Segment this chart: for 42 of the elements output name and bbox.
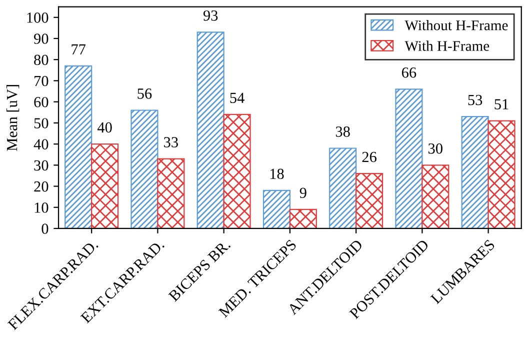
bar <box>395 88 423 228</box>
bar <box>329 148 357 228</box>
bar <box>64 65 92 228</box>
data-label: 9 <box>300 188 306 198</box>
data-label: 40 <box>97 122 112 133</box>
y-tick-label: 40 <box>34 139 48 150</box>
bar <box>157 158 185 228</box>
bar <box>130 110 158 228</box>
legend-label: With H-Frame <box>404 40 490 51</box>
bar <box>488 120 516 228</box>
y-tick-label: 80 <box>34 54 48 66</box>
data-label: 18 <box>270 168 284 180</box>
data-label: 30 <box>428 143 442 154</box>
y-tick-label: 0 <box>42 224 48 234</box>
bar <box>422 164 450 228</box>
y-tick-label: 100 <box>27 12 48 23</box>
data-label: 38 <box>336 126 350 137</box>
bar <box>196 32 224 228</box>
data-label: 66 <box>402 67 416 78</box>
y-tick-label: 30 <box>34 160 48 171</box>
data-label: 77 <box>72 44 86 54</box>
bar <box>91 143 119 228</box>
data-label: 54 <box>230 92 244 104</box>
y-tick-label: 20 <box>34 181 48 192</box>
y-tick-label: 60 <box>34 96 48 108</box>
legend-label: Without H-Frame <box>404 20 508 30</box>
data-label: 51 <box>494 99 508 110</box>
bar <box>461 116 489 228</box>
data-label: 93 <box>203 10 218 21</box>
y-tick-label: 10 <box>34 202 48 213</box>
data-label: 56 <box>138 88 152 99</box>
y-tick-label: 90 <box>34 34 48 44</box>
y-tick-label: 70 <box>34 76 48 86</box>
y-axis-title: Mean [uV] <box>6 85 20 151</box>
bar <box>289 208 317 228</box>
data-label: 53 <box>468 94 482 106</box>
y-tick-label: 50 <box>34 118 48 128</box>
data-label: 33 <box>164 137 178 148</box>
data-label: 26 <box>362 152 376 162</box>
bar <box>262 190 290 228</box>
bar <box>356 173 384 228</box>
bar <box>223 114 251 228</box>
